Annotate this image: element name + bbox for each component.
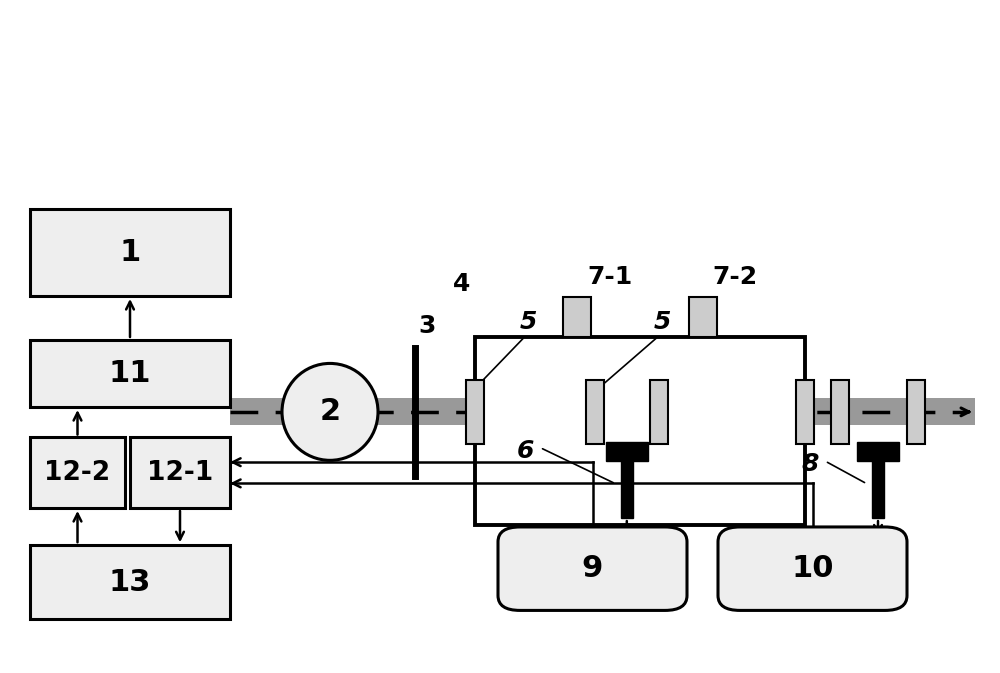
Text: 11: 11 — [109, 359, 151, 388]
Text: 4: 4 — [453, 272, 470, 296]
Text: 5: 5 — [653, 310, 671, 334]
FancyBboxPatch shape — [498, 527, 687, 610]
Text: 12-1: 12-1 — [147, 460, 213, 486]
Bar — [475, 336, 805, 525]
Bar — [30, 545, 230, 619]
Bar — [606, 442, 648, 461]
Text: 10: 10 — [791, 554, 834, 583]
Text: 5: 5 — [520, 310, 537, 334]
Text: 7-1: 7-1 — [587, 265, 633, 289]
Bar — [650, 380, 668, 444]
Bar — [30, 209, 230, 296]
Bar — [689, 297, 717, 336]
Bar — [831, 380, 849, 444]
Bar — [621, 461, 633, 518]
Bar — [586, 380, 604, 444]
Bar — [563, 297, 591, 336]
Text: 13: 13 — [109, 567, 151, 597]
Bar — [857, 442, 899, 461]
Text: 7-2: 7-2 — [713, 265, 758, 289]
Bar — [796, 380, 814, 444]
Bar — [230, 398, 975, 425]
Text: 12-2: 12-2 — [44, 460, 111, 486]
Text: 6: 6 — [516, 439, 534, 463]
Bar — [30, 437, 125, 508]
Text: 9: 9 — [582, 554, 603, 583]
Bar — [907, 380, 925, 444]
FancyBboxPatch shape — [718, 527, 907, 610]
Bar — [130, 437, 230, 508]
Text: 3: 3 — [418, 314, 436, 338]
Text: 8: 8 — [801, 452, 819, 476]
Bar — [30, 340, 230, 407]
Bar — [872, 461, 884, 518]
Text: 2: 2 — [319, 397, 341, 427]
Ellipse shape — [282, 363, 378, 460]
Bar — [466, 380, 484, 444]
Text: 1: 1 — [119, 238, 141, 267]
